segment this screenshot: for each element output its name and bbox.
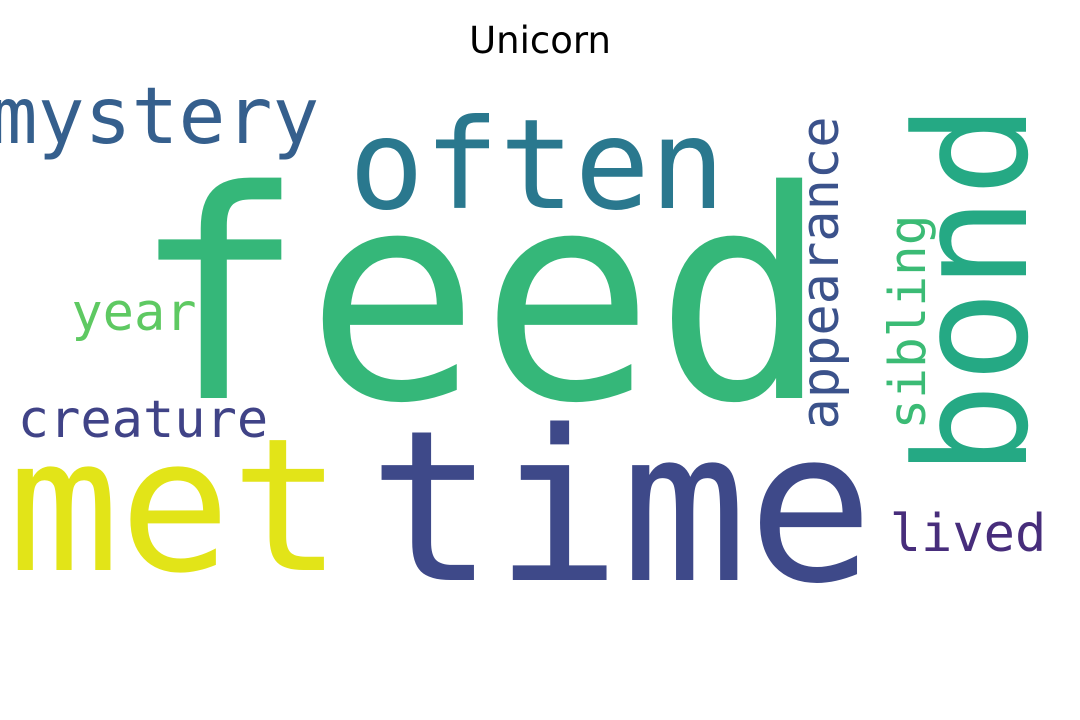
word-bond: bond (882, 103, 1063, 476)
word-met: met (8, 398, 342, 614)
word-often: often (349, 93, 725, 238)
word-appearance: appearance (791, 116, 851, 429)
word-creature: creature (18, 390, 268, 450)
word-time: time (368, 385, 874, 630)
word-mystery: mystery (0, 72, 319, 162)
word-sibling: sibling (879, 215, 938, 430)
word-lived: lived (890, 504, 1047, 564)
word-year: year (71, 283, 196, 343)
chart-title: Unicorn (469, 19, 611, 62)
word-feed: feed (131, 130, 829, 467)
